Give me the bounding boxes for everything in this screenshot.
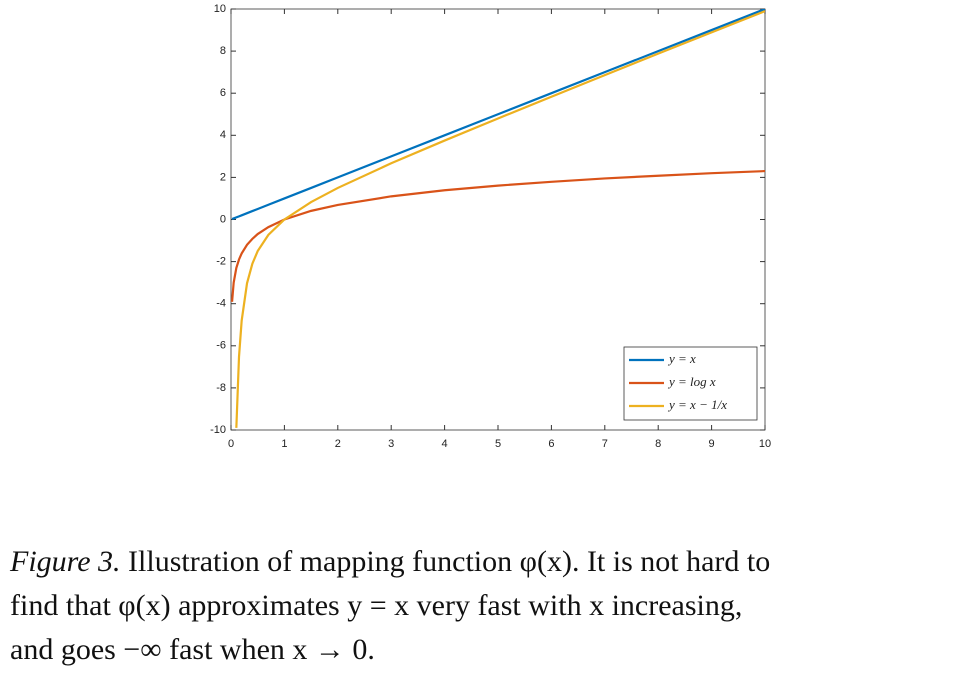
y-tick-label: 4	[220, 129, 226, 141]
x-tick-label: 4	[442, 438, 448, 450]
y-tick-label: 6	[220, 87, 226, 99]
x-tick-label: 0	[228, 438, 234, 450]
legend-label: y = log x	[667, 374, 716, 389]
series-line	[231, 169, 765, 302]
x-tick-label: 5	[495, 438, 501, 450]
caption-label: Figure 3.	[10, 545, 121, 578]
legend-label: y = x − 1/x	[667, 397, 727, 412]
y-tick-label: -2	[216, 256, 226, 268]
legend-label: y = x	[667, 351, 696, 366]
x-tick-label: 6	[548, 438, 554, 450]
y-tick-label: -6	[216, 340, 226, 352]
y-tick-label: -4	[216, 298, 226, 310]
y-tick-label: 8	[220, 45, 226, 57]
caption-line: Figure 3. Illustration of mapping functi…	[10, 545, 770, 579]
x-tick-label: 2	[335, 438, 341, 450]
y-tick-label: -8	[216, 382, 226, 394]
x-tick-label: 10	[759, 438, 771, 450]
y-tick-label: -10	[210, 424, 226, 436]
x-tick-label: 9	[709, 438, 715, 450]
series-line	[235, 10, 765, 428]
series-line	[231, 9, 765, 221]
y-tick-label: 2	[220, 171, 226, 183]
caption-text: Illustration of mapping function φ(x). I…	[128, 545, 771, 578]
chart: 0 1 2 3 4 5 6 7 8 9 10 -10 -8 -6 -4 -2 0 2 4 6 8 10 y = x y = l…	[210, 3, 771, 450]
x-tick-label: 1	[281, 438, 287, 450]
caption-line: find that φ(x) approximates y = x very f…	[10, 589, 743, 622]
x-tick-label: 3	[388, 438, 394, 450]
x-tick-label: 8	[655, 438, 661, 450]
caption-line: and goes −∞ fast when x → 0.	[10, 633, 375, 666]
y-tick-label: 0	[220, 213, 226, 225]
x-tick-label: 7	[602, 438, 608, 450]
y-tick-label: 10	[214, 3, 226, 15]
